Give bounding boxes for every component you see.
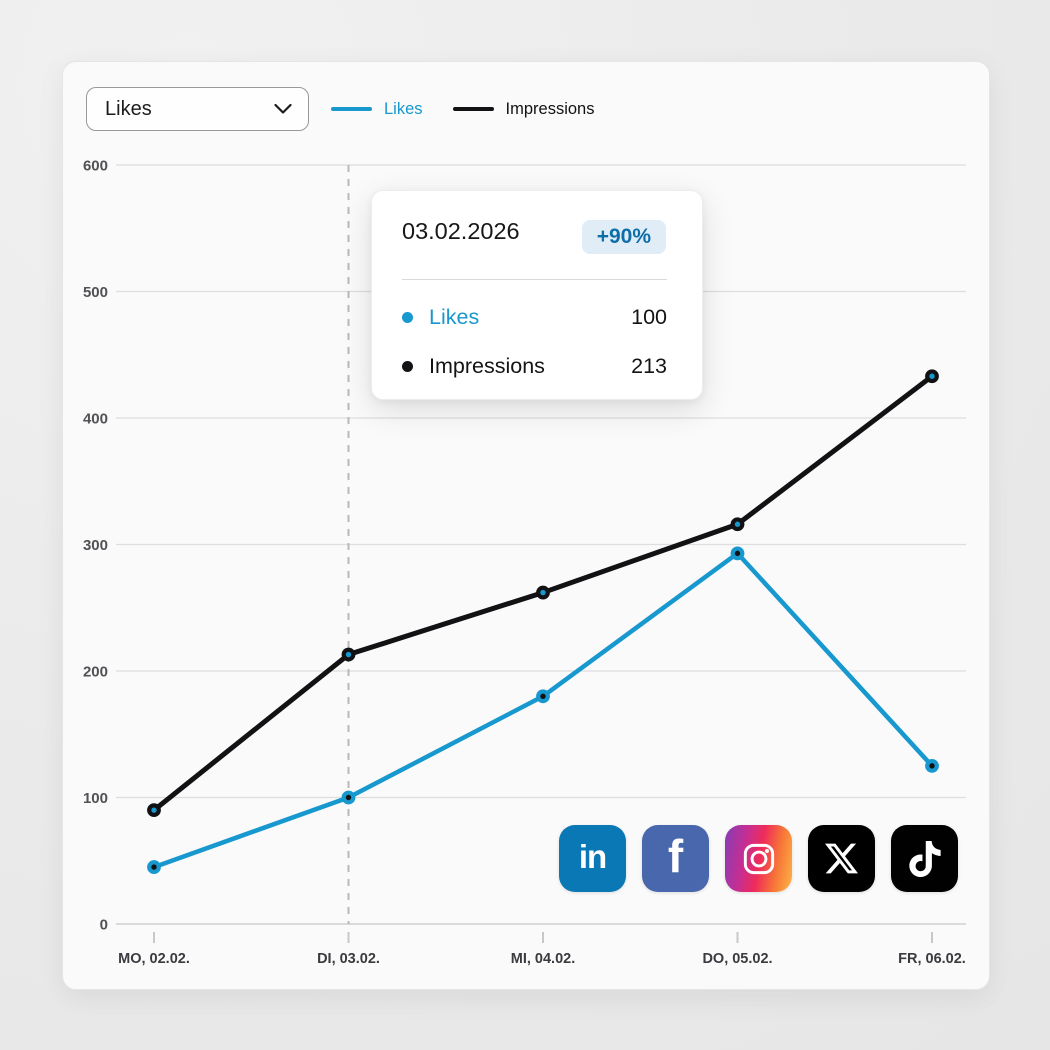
linkedin-icon[interactable]: in bbox=[559, 825, 626, 892]
x-logo-glyph bbox=[825, 843, 858, 874]
metric-dropdown[interactable]: Likes bbox=[86, 87, 309, 131]
x-axis-category-label: FR, 06.02. bbox=[898, 951, 966, 967]
facebook-icon[interactable]: f bbox=[642, 825, 709, 892]
analytics-card: Likes Likes Impressions 0 100 200 300 400 500… bbox=[62, 61, 990, 990]
tooltip-row-likes: Likes 100 bbox=[402, 299, 667, 335]
impressions-data-point-0[interactable] bbox=[147, 803, 161, 818]
chevron-down-icon bbox=[274, 104, 292, 114]
tiktok-icon[interactable] bbox=[891, 825, 958, 892]
likes-line-swatch bbox=[331, 107, 372, 111]
instagram-camera-glyph bbox=[743, 843, 774, 874]
y-axis-tick-label: 200 bbox=[83, 664, 108, 681]
tooltip-likes-label: Likes bbox=[429, 304, 480, 329]
tooltip-change-badge: +90% bbox=[581, 220, 666, 254]
legend-label-impressions: Impressions bbox=[505, 99, 595, 118]
likes-line bbox=[151, 551, 935, 870]
y-axis-tick-label: 600 bbox=[83, 158, 108, 175]
metric-dropdown-value: Likes bbox=[105, 97, 152, 120]
y-axis-tick-label: 500 bbox=[83, 284, 108, 301]
impressions-data-point-2[interactable] bbox=[536, 585, 550, 600]
impressions-line-swatch bbox=[452, 107, 494, 111]
social-platform-bar: in f bbox=[559, 825, 958, 892]
likes-data-point-2[interactable] bbox=[536, 689, 550, 704]
likes-data-point-0[interactable] bbox=[147, 860, 161, 874]
tooltip-likes-value: 100 bbox=[631, 304, 667, 329]
x-icon[interactable] bbox=[808, 825, 875, 892]
tooltip-impressions-label: Impressions bbox=[429, 353, 545, 378]
impressions-dot-icon bbox=[402, 360, 413, 372]
x-axis-category-label: DO, 05.02. bbox=[702, 951, 772, 967]
tooltip-impressions-value: 213 bbox=[631, 353, 667, 378]
tooltip-divider bbox=[402, 279, 667, 280]
x-axis-category-label: MI, 04.02. bbox=[511, 951, 575, 967]
tiktok-note-glyph bbox=[908, 840, 941, 877]
legend-item-likes[interactable]: Likes bbox=[331, 100, 423, 119]
y-axis-tick-label: 100 bbox=[83, 790, 108, 807]
tooltip-row-impressions: Impressions 213 bbox=[402, 348, 667, 384]
facebook-glyph: f bbox=[667, 829, 684, 882]
y-axis-tick-label: 0 bbox=[100, 917, 108, 934]
x-axis-category-label: MO, 02.02. bbox=[118, 951, 190, 967]
y-axis-tick-label: 400 bbox=[83, 411, 108, 428]
chart-tooltip: 03.02.2026 +90% Likes 100 Impressions 21… bbox=[371, 190, 703, 400]
impressions-data-point-1[interactable] bbox=[341, 647, 356, 662]
instagram-icon[interactable] bbox=[725, 825, 792, 892]
line-chart-canvas: 0 100 200 300 400 500 600 MO, 02.02. DI, 03.02. M… bbox=[83, 158, 966, 967]
legend: Likes Impressions bbox=[331, 87, 594, 131]
legend-item-impressions[interactable]: Impressions bbox=[452, 99, 595, 119]
likes-data-point-4[interactable] bbox=[925, 758, 939, 773]
legend-label-likes: Likes bbox=[384, 99, 423, 118]
y-axis-tick-label: 300 bbox=[83, 537, 108, 554]
likes-data-point-3[interactable] bbox=[730, 546, 745, 561]
likes-dot-icon bbox=[402, 311, 413, 323]
linkedin-glyph: in bbox=[578, 838, 607, 875]
likes-data-point-1[interactable] bbox=[341, 790, 356, 805]
tooltip-date: 03.02.2026 bbox=[402, 218, 520, 244]
x-axis-category-label: DI, 03.02. bbox=[317, 951, 380, 967]
impressions-data-point-3[interactable] bbox=[730, 517, 745, 532]
impressions-data-point-4[interactable] bbox=[925, 369, 939, 384]
